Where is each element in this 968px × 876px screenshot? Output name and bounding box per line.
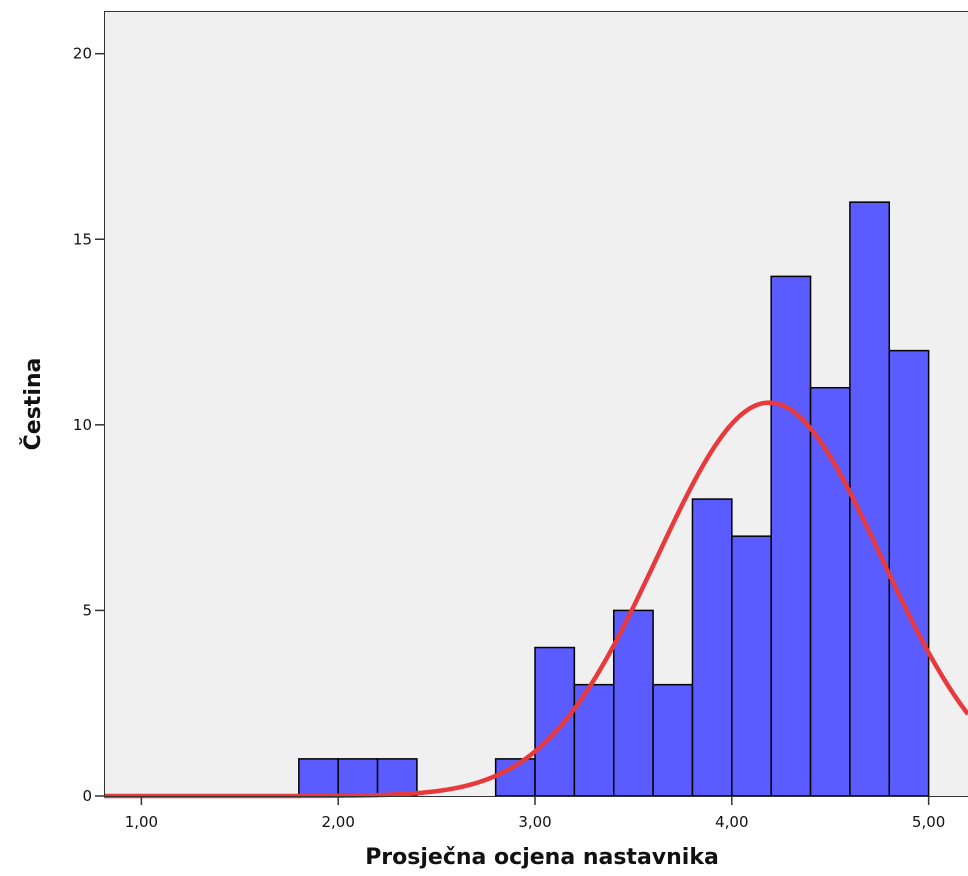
x-axis: 1,00 2,00 3,00 4,00 5,00 xyxy=(125,796,945,831)
histogram-bar-1 xyxy=(298,758,339,797)
y-axis: 0 5 10 15 20 xyxy=(73,45,104,805)
histogram-bar-11 xyxy=(770,275,812,797)
histogram-bar-8 xyxy=(652,683,694,797)
histogram-bar-2 xyxy=(337,758,379,797)
plot-frame xyxy=(104,11,968,797)
y-axis-title: Čestina xyxy=(20,358,46,451)
x-tick-label-5: 5,00 xyxy=(912,813,945,831)
normal-curve xyxy=(104,400,968,799)
x-tick-label-1: 1,00 xyxy=(125,813,158,831)
histogram-bar-3 xyxy=(376,758,418,797)
histogram-bar-10 xyxy=(731,535,772,797)
y-tick-label-5: 20 xyxy=(73,45,92,63)
y-tick-label-4: 15 xyxy=(73,230,92,248)
y-tick-label-1: 0 xyxy=(82,787,92,805)
bars-group xyxy=(298,201,930,797)
y-tick-label-2: 5 xyxy=(82,601,92,619)
x-axis-title: Prosječna ocjena nastavnika xyxy=(365,845,719,870)
x-tick-label-4: 4,00 xyxy=(715,813,748,831)
histogram-bar-5 xyxy=(534,646,576,797)
y-tick-label-3: 10 xyxy=(73,416,92,434)
histogram-bar-13 xyxy=(849,201,891,797)
histogram-bar-12 xyxy=(809,386,851,797)
histogram-bar-14 xyxy=(888,349,930,797)
x-tick-label-3: 3,00 xyxy=(518,813,551,831)
histogram-bar-9 xyxy=(691,498,733,797)
x-tick-label-2: 2,00 xyxy=(322,813,355,831)
